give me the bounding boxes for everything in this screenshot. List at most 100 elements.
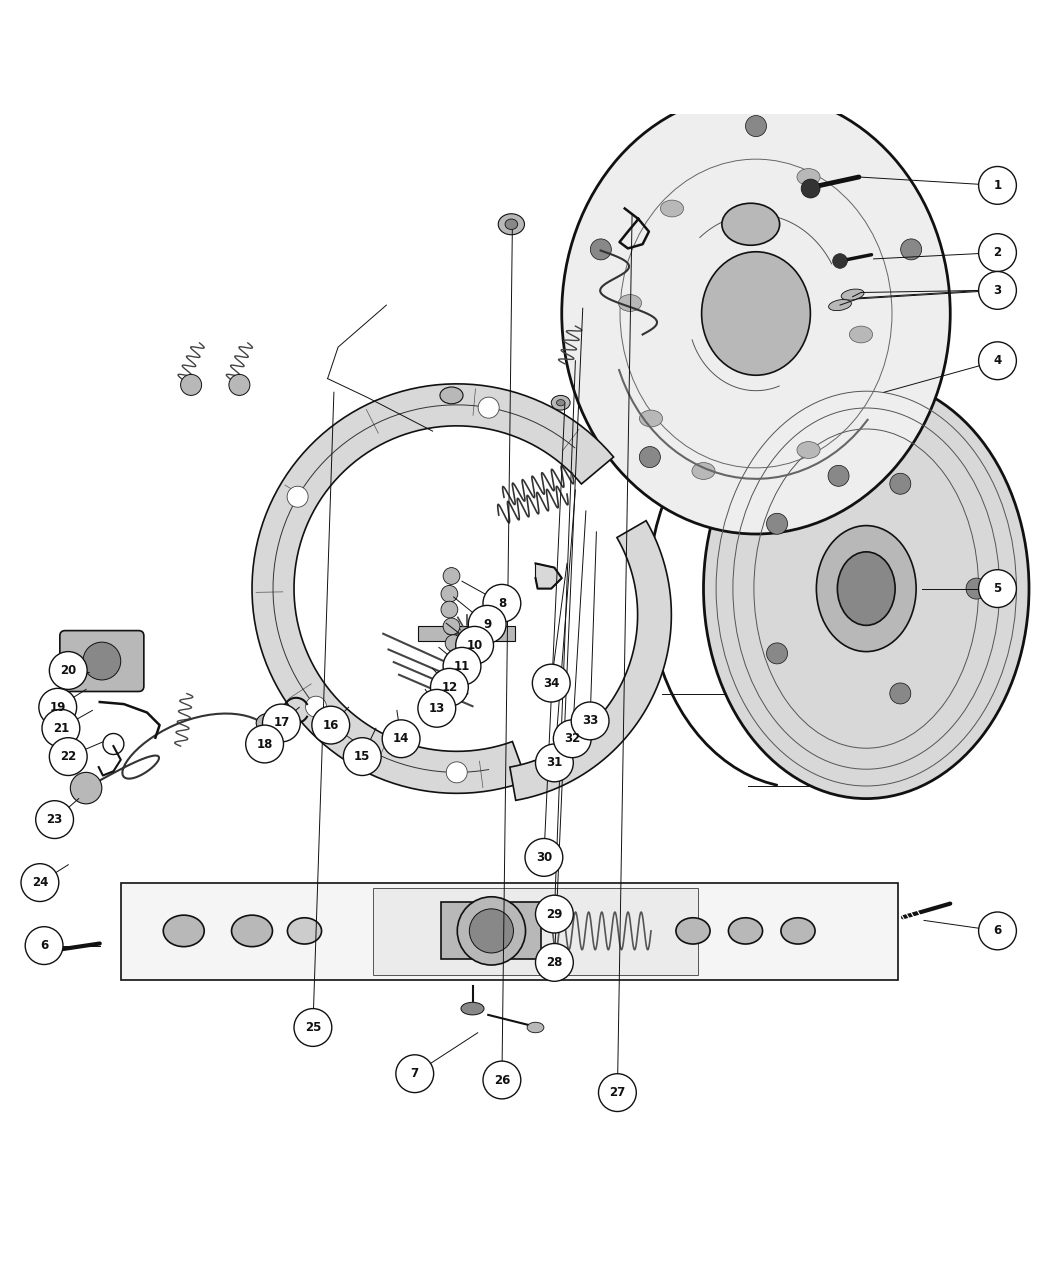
Text: 24: 24	[32, 877, 48, 889]
Circle shape	[979, 166, 1016, 204]
Text: 11: 11	[454, 659, 470, 672]
Circle shape	[443, 567, 460, 584]
Circle shape	[446, 762, 467, 783]
Ellipse shape	[849, 326, 873, 343]
Circle shape	[456, 626, 493, 665]
Ellipse shape	[828, 299, 852, 311]
Circle shape	[979, 570, 1016, 607]
Text: 34: 34	[543, 676, 560, 690]
Ellipse shape	[231, 915, 273, 947]
Ellipse shape	[639, 410, 663, 427]
Text: 4: 4	[993, 354, 1002, 367]
Circle shape	[979, 912, 1016, 950]
Circle shape	[306, 697, 327, 717]
Circle shape	[441, 601, 458, 619]
Circle shape	[312, 707, 350, 744]
Ellipse shape	[841, 289, 864, 300]
Text: 12: 12	[441, 681, 458, 694]
Ellipse shape	[722, 203, 779, 245]
Ellipse shape	[527, 1022, 544, 1033]
Ellipse shape	[838, 552, 895, 625]
Circle shape	[639, 446, 660, 468]
FancyBboxPatch shape	[441, 901, 541, 960]
Text: 20: 20	[60, 665, 77, 677]
Circle shape	[445, 635, 462, 652]
Text: 19: 19	[49, 700, 66, 713]
Ellipse shape	[676, 918, 710, 944]
Circle shape	[571, 702, 609, 740]
Ellipse shape	[505, 219, 518, 230]
Circle shape	[833, 253, 847, 268]
Text: 6: 6	[993, 924, 1002, 937]
Ellipse shape	[729, 918, 762, 944]
Text: 18: 18	[256, 737, 273, 750]
Circle shape	[396, 1054, 434, 1093]
Circle shape	[478, 397, 499, 418]
Ellipse shape	[704, 378, 1029, 799]
Circle shape	[553, 720, 591, 758]
Circle shape	[979, 341, 1016, 380]
Text: 6: 6	[40, 939, 48, 952]
Circle shape	[382, 720, 420, 758]
Ellipse shape	[797, 169, 820, 185]
Circle shape	[21, 864, 59, 901]
Text: 27: 27	[609, 1086, 626, 1099]
Circle shape	[36, 801, 74, 838]
Circle shape	[525, 838, 563, 877]
Text: 14: 14	[393, 732, 410, 745]
Text: 13: 13	[428, 702, 445, 714]
Circle shape	[766, 643, 788, 663]
Circle shape	[287, 486, 308, 507]
Circle shape	[801, 179, 820, 198]
Circle shape	[447, 652, 464, 668]
Circle shape	[246, 725, 284, 763]
Circle shape	[979, 234, 1016, 271]
Ellipse shape	[256, 713, 279, 732]
Ellipse shape	[701, 252, 811, 376]
Circle shape	[294, 1008, 332, 1047]
Text: 17: 17	[273, 717, 290, 730]
Ellipse shape	[618, 295, 642, 312]
Ellipse shape	[692, 463, 715, 479]
Circle shape	[25, 927, 63, 965]
Circle shape	[483, 584, 521, 622]
Ellipse shape	[556, 400, 565, 406]
Circle shape	[443, 619, 460, 635]
Text: 7: 7	[411, 1067, 419, 1080]
Ellipse shape	[288, 918, 321, 944]
Ellipse shape	[562, 93, 950, 534]
Text: 31: 31	[546, 757, 563, 769]
Circle shape	[483, 1061, 521, 1099]
Polygon shape	[252, 383, 613, 794]
Text: 32: 32	[564, 732, 581, 745]
Circle shape	[532, 665, 570, 702]
Text: 30: 30	[536, 851, 552, 864]
Circle shape	[889, 682, 910, 704]
FancyBboxPatch shape	[418, 626, 514, 642]
Polygon shape	[373, 888, 698, 975]
Circle shape	[889, 473, 910, 495]
Ellipse shape	[461, 1002, 484, 1015]
Circle shape	[42, 709, 80, 748]
Ellipse shape	[551, 395, 570, 410]
Circle shape	[343, 737, 381, 776]
Text: 33: 33	[582, 714, 598, 727]
Text: 2: 2	[993, 247, 1002, 259]
Circle shape	[229, 374, 250, 395]
Circle shape	[966, 578, 987, 599]
Circle shape	[828, 465, 849, 487]
Ellipse shape	[164, 915, 204, 947]
Text: 5: 5	[993, 581, 1002, 596]
Polygon shape	[121, 883, 898, 980]
Text: 10: 10	[466, 639, 483, 652]
Circle shape	[70, 772, 102, 804]
Text: 26: 26	[494, 1074, 510, 1086]
Circle shape	[443, 648, 481, 685]
Ellipse shape	[440, 387, 463, 404]
Circle shape	[49, 737, 87, 776]
Circle shape	[441, 585, 458, 602]
Ellipse shape	[458, 897, 526, 965]
Circle shape	[590, 239, 611, 259]
Circle shape	[430, 668, 468, 707]
Text: 15: 15	[354, 750, 371, 763]
